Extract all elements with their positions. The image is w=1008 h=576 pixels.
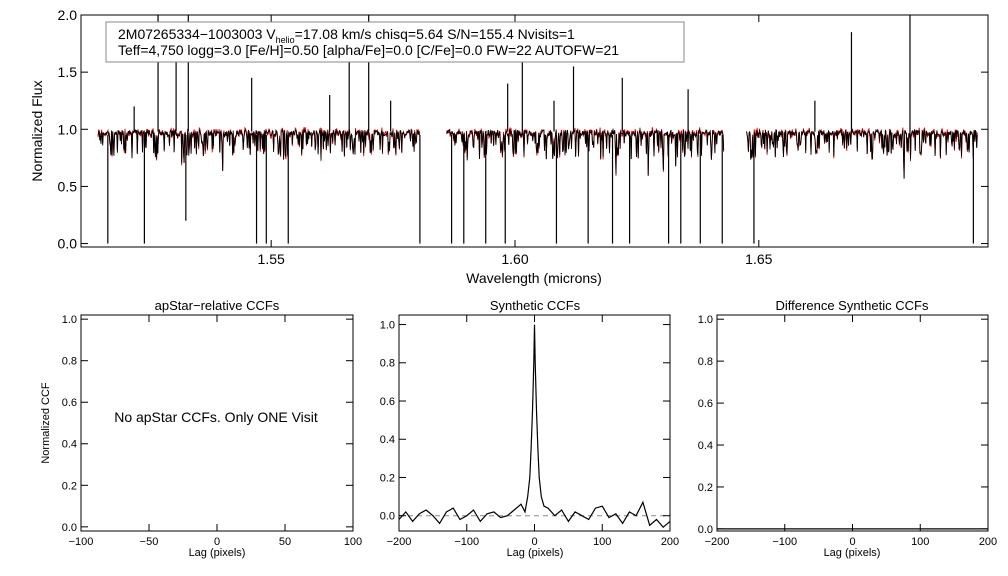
synthetic-ccf-x-ticks: −200 −100 0 100 200	[387, 315, 679, 548]
difference-ccf-x-axis-label: Lag (pixels)	[824, 547, 881, 559]
difference-ccf-x-tick-label: 100	[911, 536, 929, 548]
spectrum-y-tick-label: 2.0	[58, 7, 78, 23]
difference-ccf-plot-frame	[716, 314, 989, 532]
difference-ccf-x-tick-label: 200	[979, 536, 997, 548]
difference-ccf-x-tick-label: 0	[849, 536, 855, 548]
difference-ccf-y-tick-label: 0.2	[698, 482, 713, 494]
apstar-ccf-x-tick-label: −50	[140, 536, 159, 548]
difference-ccf-y-tick-label: 0.0	[698, 524, 713, 536]
difference-ccf-y-tick-label: 0.6	[698, 398, 713, 410]
annotation-line-1-prefix: 2M07265334−1003003 V	[118, 26, 276, 42]
apstar-ccf-x-tick-label: 0	[214, 536, 220, 548]
spectrum-x-tick-label: 1.65	[745, 251, 772, 267]
difference-ccf-y-tick-label: 0.8	[698, 356, 713, 368]
apstar-ccf-y-tick-label: 0.6	[62, 397, 77, 409]
difference-ccf-y-tick-label: 1.0	[698, 314, 713, 326]
synthetic-ccf-x-tick-label: −200	[387, 536, 412, 548]
difference-ccf-x-ticks: −200 −100 0 100 200	[705, 315, 997, 548]
spectrum-annotation-box: 2M07265334−1003003 Vhelio=17.08 km/s chi…	[105, 21, 685, 63]
apstar-ccf-x-tick-label: 50	[279, 536, 291, 548]
spectrum-y-tick-label: 0.0	[58, 236, 78, 252]
spectrum-y-tick-label: 1.0	[58, 121, 78, 137]
synthetic-ccf-x-tick-label: 200	[661, 536, 679, 548]
synthetic-ccf-curve	[398, 324, 671, 529]
synthetic-ccf-title: Synthetic CCFs	[490, 298, 581, 313]
synthetic-ccf-y-tick-label: 0.6	[380, 396, 395, 408]
annotation-line-1: 2M07265334−1003003 Vhelio=17.08 km/s chi…	[118, 26, 575, 45]
synthetic-ccf-y-tick-label: 0.2	[380, 472, 395, 484]
synthetic-ccf-x-tick-label: 0	[531, 536, 537, 548]
synthetic-ccf-x-tick-label: −100	[454, 536, 479, 548]
spectrum-y-axis-label: Normalized Flux	[29, 80, 45, 181]
synthetic-ccf-panel: Synthetic CCFs −200 −100 0 100 200 0.0 0.2 0.4…	[380, 298, 679, 559]
difference-ccf-panel: Difference Synthetic CCFs −200 −100 0 100 20…	[698, 298, 997, 559]
annotation-line-2: Teff=4,750 logg=3.0 [Fe/H]=0.50 [alpha/F…	[118, 42, 619, 58]
spectrum-y-tick-label: 1.5	[58, 64, 78, 80]
apstar-ccf-x-ticks: −100 −50 0 50 100	[69, 315, 362, 548]
apstar-ccf-y-tick-label: 0.0	[62, 522, 77, 534]
apstar-ccf-panel: apStar−relative CCFs −100 −50 0 50 100 0.00.…	[40, 298, 362, 559]
apstar-ccf-message: No apStar CCFs. Only ONE Visit	[114, 409, 318, 425]
spectrum-y-tick-label: 0.5	[58, 178, 78, 194]
difference-ccf-y-tick-label: 0.4	[698, 440, 713, 452]
synthetic-ccf-y-ticks: 0.0 0.2 0.4 0.6 0.8 1.0	[380, 320, 670, 523]
apstar-ccf-y-tick-label: 1.0	[62, 314, 77, 326]
spectrum-plot-frame	[80, 14, 989, 248]
difference-ccf-title: Difference Synthetic CCFs	[776, 298, 929, 313]
apstar-ccf-x-tick-label: 100	[344, 536, 362, 548]
synthetic-ccf-y-tick-label: 0.0	[380, 511, 395, 523]
apstar-ccf-y-tick-label: 0.4	[62, 439, 77, 451]
difference-ccf-x-tick-label: −200	[705, 536, 730, 548]
annotation-line-1-subscript: helio	[276, 35, 295, 45]
spectrum-x-ticks: 1.55 1.60 1.65	[258, 15, 773, 267]
synthetic-ccf-y-tick-label: 0.4	[380, 434, 395, 446]
spectrum-x-tick-label: 1.55	[258, 251, 285, 267]
spectrum-x-tick-label: 1.60	[501, 251, 528, 267]
apstar-ccf-title: apStar−relative CCFs	[155, 298, 280, 313]
synthetic-ccf-line	[398, 324, 671, 529]
spectrum-observed-segment	[746, 128, 978, 179]
difference-ccf-x-tick-label: −100	[772, 536, 797, 548]
apstar-ccf-y-ticks: 0.0 0.2 0.4 0.6 0.8 1.0	[62, 314, 353, 534]
synthetic-ccf-x-tick-label: 100	[593, 536, 611, 548]
apstar-ccf-x-axis-label: Lag (pixels)	[189, 547, 246, 559]
spectrum-observed-segment	[446, 128, 725, 176]
apstar-ccf-x-tick-label: −100	[69, 536, 94, 548]
apstar-ccf-y-tick-label: 0.8	[62, 356, 77, 368]
annotation-box-frame	[105, 21, 685, 63]
difference-ccf-y-ticks: 0.0 0.2 0.4 0.6 0.8 1.0	[698, 314, 988, 536]
spectrum-observed-segment	[97, 128, 421, 172]
spectrum-x-axis-label: Wavelength (microns)	[466, 270, 602, 286]
synthetic-ccf-y-tick-label: 1.0	[380, 320, 395, 332]
synthetic-ccf-x-axis-label: Lag (pixels)	[507, 547, 564, 559]
annotation-line-1-suffix: =17.08 km/s chisq=5.64 S/N=155.4 Nvisits…	[295, 26, 575, 42]
apstar-ccf-y-tick-label: 0.2	[62, 480, 77, 492]
apstar-ccf-y-axis-label: Normalized CCF	[40, 382, 52, 464]
spectrum-y-ticks: 0.0 0.5 1.0 1.5 2.0	[58, 7, 988, 252]
spectrum-panel: 1.55 1.60 1.65 0.0 0.5 1.0 1.5 2.0 Wavelength …	[29, 7, 989, 286]
synthetic-ccf-y-tick-label: 0.8	[380, 358, 395, 370]
